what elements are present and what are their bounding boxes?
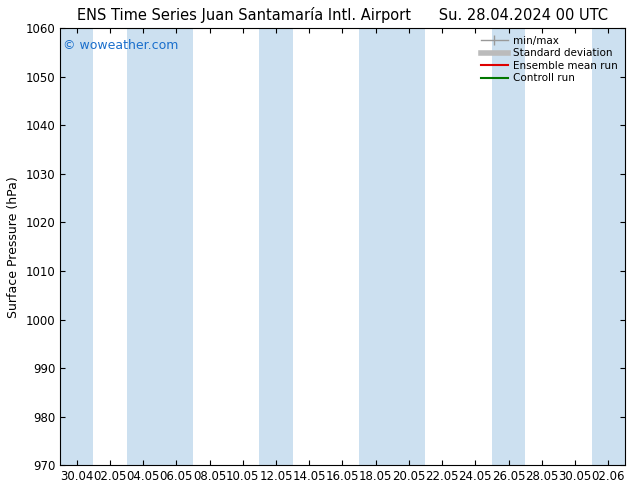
Bar — [592, 28, 624, 465]
Title: ENS Time Series Juan Santamaría Intl. Airport      Su. 28.04.2024 00 UTC: ENS Time Series Juan Santamaría Intl. Ai… — [77, 7, 608, 23]
Bar — [127, 28, 193, 465]
Bar — [359, 28, 425, 465]
Y-axis label: Surface Pressure (hPa): Surface Pressure (hPa) — [7, 176, 20, 318]
Legend: min/max, Standard deviation, Ensemble mean run, Controll run: min/max, Standard deviation, Ensemble me… — [477, 31, 621, 88]
Bar — [492, 28, 525, 465]
Text: © woweather.com: © woweather.com — [63, 39, 178, 52]
Bar — [259, 28, 293, 465]
Bar — [60, 28, 93, 465]
